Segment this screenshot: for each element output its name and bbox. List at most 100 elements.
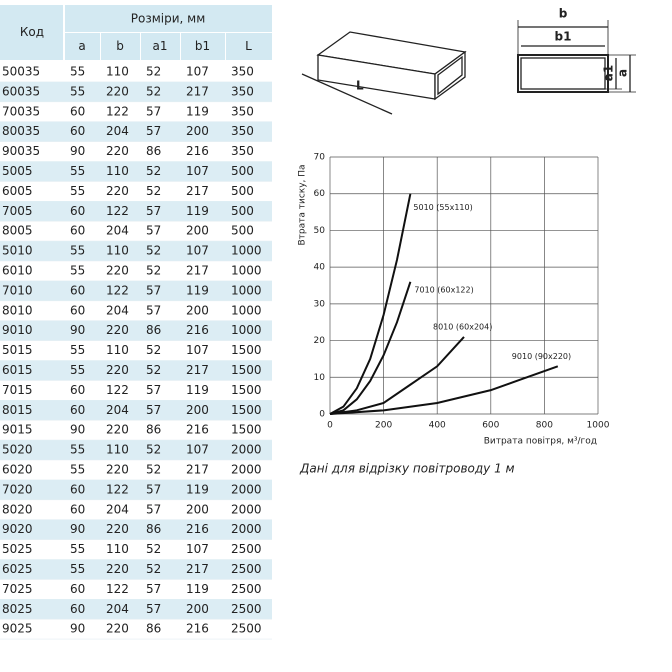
- cell: 220: [106, 423, 129, 437]
- cell: 60035: [2, 84, 40, 98]
- cell: 110: [106, 443, 129, 457]
- cell: 52: [146, 343, 161, 357]
- cell: 60: [70, 204, 85, 218]
- cell: 55: [70, 343, 85, 357]
- cell: 217: [186, 462, 209, 476]
- y-axis-label: Втрата тиску, Па: [298, 164, 308, 245]
- cell: 86: [146, 323, 161, 337]
- cell: 5020: [2, 443, 33, 457]
- cell: 1500: [231, 423, 262, 437]
- cell: 90: [70, 144, 85, 158]
- cell: 350: [231, 84, 254, 98]
- cell: 57: [146, 383, 161, 397]
- cell: 55: [70, 542, 85, 556]
- cell: 110: [106, 542, 129, 556]
- cell: 57: [146, 482, 161, 496]
- cell: 57: [146, 204, 161, 218]
- cell: 52: [146, 64, 161, 78]
- y-tick-label: 60: [314, 189, 326, 199]
- row-shade: [0, 479, 272, 500]
- cell: 122: [106, 204, 129, 218]
- x-tick-label: 0: [327, 421, 333, 431]
- cell: 500: [231, 184, 254, 198]
- cell: 2000: [231, 443, 262, 457]
- cell: 52: [146, 462, 161, 476]
- x-tick-label: 600: [482, 421, 499, 431]
- cell: 204: [106, 502, 129, 516]
- cell: 7025: [2, 582, 33, 596]
- cell: 55: [70, 164, 85, 178]
- cell: 60: [70, 482, 85, 496]
- cell: 220: [106, 323, 129, 337]
- row-shade: [0, 81, 272, 102]
- cell: 60: [70, 303, 85, 317]
- cell: 500: [231, 204, 254, 218]
- cell: 350: [231, 64, 254, 78]
- cell: 86: [146, 522, 161, 536]
- y-tick-label: 30: [314, 299, 326, 309]
- cell: 6015: [2, 363, 33, 377]
- cell: 216: [186, 522, 209, 536]
- cell: 57: [146, 403, 161, 417]
- cell: 220: [106, 363, 129, 377]
- cell: 204: [106, 403, 129, 417]
- cell: 57: [146, 502, 161, 516]
- cell: 60: [70, 602, 85, 616]
- cell: 6025: [2, 562, 33, 576]
- cell: 55: [70, 263, 85, 277]
- dim-label: L: [356, 79, 364, 93]
- cell: 55: [70, 244, 85, 258]
- cell: 60: [70, 383, 85, 397]
- cell: 1000: [231, 323, 262, 337]
- cell: 5015: [2, 343, 33, 357]
- section-outer: [517, 54, 609, 93]
- cell: 90: [70, 522, 85, 536]
- cell: 110: [106, 164, 129, 178]
- cell: 107: [186, 244, 209, 258]
- cell: 1500: [231, 343, 262, 357]
- row-shade: [0, 121, 272, 142]
- cell: 70035: [2, 104, 40, 118]
- cell: 119: [186, 104, 209, 118]
- row-shade: [0, 201, 272, 222]
- cell: 57: [146, 224, 161, 238]
- cell: 60: [70, 283, 85, 297]
- header-text: Розміри, мм: [131, 12, 206, 26]
- row-shade: [0, 559, 272, 580]
- cell: 216: [186, 144, 209, 158]
- cell: 52: [146, 542, 161, 556]
- cell: 2500: [231, 562, 262, 576]
- header-cell: [65, 33, 100, 60]
- curve-label: 8010 (60x204): [433, 322, 492, 331]
- dim-label: a1: [602, 65, 616, 81]
- cell: 5005: [2, 164, 33, 178]
- cell: 2500: [231, 542, 262, 556]
- cell: 2500: [231, 582, 262, 596]
- row-shade: [0, 161, 272, 182]
- cell: 57: [146, 104, 161, 118]
- cell: 7020: [2, 482, 33, 496]
- header-text: a1: [153, 39, 168, 53]
- cell: 110: [106, 64, 129, 78]
- header-text: a: [78, 39, 85, 53]
- cell: 8025: [2, 602, 33, 616]
- cell: 55: [70, 443, 85, 457]
- cell: 220: [106, 522, 129, 536]
- cell: 55: [70, 84, 85, 98]
- row-shade: [0, 280, 272, 301]
- cell: 55: [70, 462, 85, 476]
- cell: 52: [146, 84, 161, 98]
- header-text: Код: [20, 25, 44, 39]
- cell: 55: [70, 184, 85, 198]
- cell: 220: [106, 622, 129, 636]
- x-tick-label: 400: [429, 421, 446, 431]
- cell: 86: [146, 144, 161, 158]
- cell: 60: [70, 582, 85, 596]
- y-tick-label: 40: [314, 263, 326, 273]
- cell: 8010: [2, 303, 33, 317]
- cell: 200: [186, 502, 209, 516]
- cell: 60: [70, 502, 85, 516]
- cell: 217: [186, 84, 209, 98]
- curve-label: 7010 (60x122): [414, 285, 473, 294]
